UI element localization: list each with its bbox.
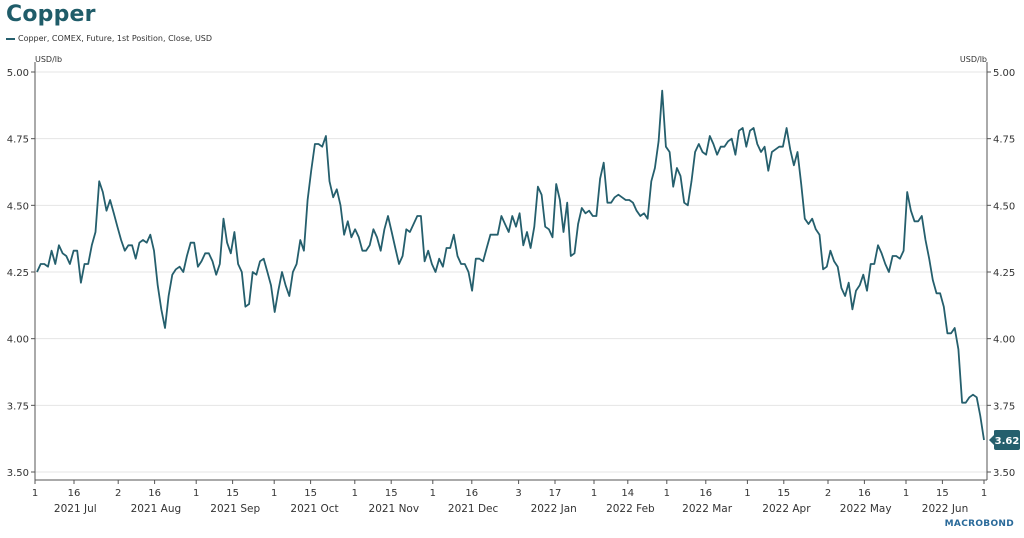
x-tick-label: 1 [193,488,199,499]
x-month-label: 2022 Jun [922,503,968,515]
x-month-label: 2022 Feb [606,503,655,515]
y-tick-label-left: 4.75 [7,135,29,146]
x-tick-label: 16 [465,488,478,499]
x-tick-label: 2 [115,488,121,499]
x-tick-label: 15 [777,488,790,499]
y-tick-label-right: 4.25 [993,268,1015,279]
x-tick-label: 3 [515,488,521,499]
x-month-label: 2022 May [840,503,892,515]
x-month-label: 2021 Aug [131,503,182,515]
y-axis-label-right: USD/lb [960,55,987,64]
y-tick-label-right: 5.00 [993,68,1015,79]
x-tick-label: 1 [32,488,38,499]
x-tick-label: 2 [825,488,831,499]
x-month-label: 2022 Mar [682,503,733,515]
x-tick-label: 17 [549,488,562,499]
y-tick-label-left: 3.50 [7,468,29,479]
x-tick-label: 15 [936,488,949,499]
legend-swatch [6,37,15,40]
x-tick-label: 15 [304,488,317,499]
x-month-label: 2021 Dec [448,503,499,515]
y-tick-label-right: 3.50 [993,468,1015,479]
x-tick-label: 1 [903,488,909,499]
x-tick-label: 1 [352,488,358,499]
macrobond-logo: MACROBOND [944,519,1014,529]
y-tick-label-left: 5.00 [7,68,29,79]
x-month-label: 2021 Nov [369,503,420,515]
y-tick-label-left: 4.00 [7,335,29,346]
x-tick-label: 16 [858,488,871,499]
x-tick-label: 1 [981,488,987,499]
x-month-label: 2021 Jul [54,503,97,515]
chart-title: Copper [6,2,96,27]
x-month-label: 2021 Oct [290,503,338,515]
series-line [36,89,985,441]
y-axis-label-left: USD/lb [35,55,62,64]
y-tick-label-right: 3.75 [993,401,1015,412]
y-tick-label-left: 4.50 [7,201,29,212]
x-tick-label: 15 [226,488,239,499]
x-tick-label: 16 [148,488,161,499]
x-tick-label: 1 [271,488,277,499]
y-tick-label-right: 4.75 [993,135,1015,146]
x-month-label: 2021 Sep [210,503,260,515]
last-value-badge [989,430,1020,450]
x-tick-label: 1 [591,488,597,499]
x-tick-label: 15 [385,488,398,499]
y-tick-label-left: 3.75 [7,401,29,412]
y-tick-label-right: 4.00 [993,335,1015,346]
x-tick-label: 1 [744,488,750,499]
x-tick-label: 1 [664,488,670,499]
legend-label: Copper, COMEX, Future, 1st Position, Clo… [18,34,213,43]
x-tick-label: 1 [430,488,436,499]
x-tick-label: 16 [699,488,712,499]
x-tick-label: 14 [621,488,634,499]
x-month-label: 2022 Jan [531,503,577,515]
x-month-label: 2022 Apr [762,503,811,515]
last-value-label: 3.62 [995,436,1020,447]
x-tick-label: 16 [68,488,81,499]
y-tick-label-left: 4.25 [7,268,29,279]
legend: Copper, COMEX, Future, 1st Position, Clo… [6,34,212,43]
y-tick-label-right: 4.50 [993,201,1015,212]
